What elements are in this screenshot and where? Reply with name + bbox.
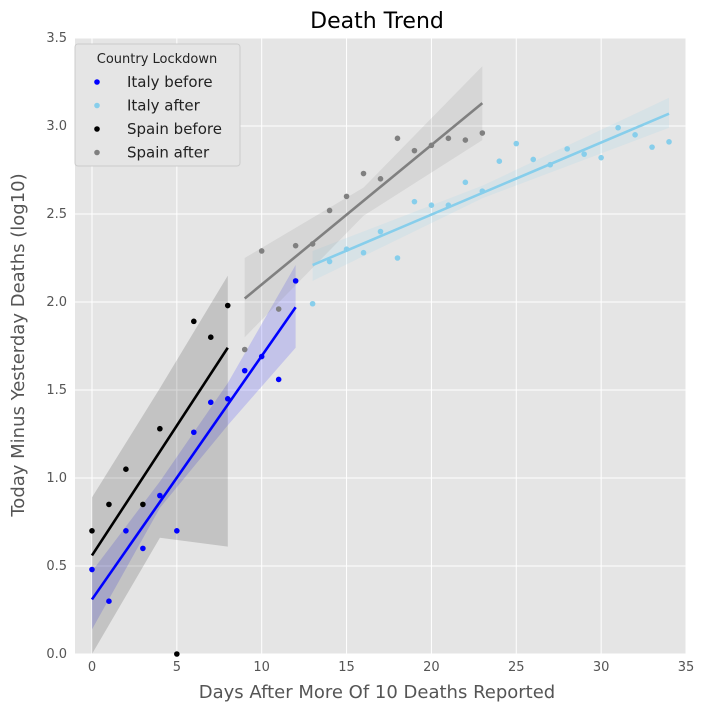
y-tick-label: 3.0 <box>46 119 67 134</box>
spain-before-point <box>157 425 163 432</box>
italy-after-point <box>513 140 520 147</box>
italy-before-point <box>241 367 248 374</box>
legend-label-spain-before: Spain before <box>127 120 222 138</box>
spain-after-point <box>360 170 367 177</box>
italy-before-point <box>140 545 146 552</box>
spain-after-point <box>462 137 469 143</box>
italy-after-point <box>479 188 486 194</box>
italy-after-point <box>428 202 435 208</box>
spain-after-point <box>326 207 333 214</box>
italy-after-point <box>649 144 655 150</box>
y-tick-label: 0.0 <box>46 647 67 662</box>
x-tick-label: 25 <box>508 660 525 675</box>
legend-label-italy-after: Italy after <box>127 97 201 115</box>
spain-before-point <box>106 501 112 508</box>
italy-after-point <box>632 132 638 138</box>
x-tick-label: 30 <box>593 660 610 675</box>
italy-after-fit-line <box>312 112 670 267</box>
italy-after-point <box>462 179 469 186</box>
spain-after-point <box>343 193 350 200</box>
italy-before-point <box>123 528 129 534</box>
x-tick-label: 20 <box>423 660 440 675</box>
spain-after-point <box>479 130 486 136</box>
italy-after-point <box>309 300 316 307</box>
y-tick-label: 1.5 <box>46 383 67 398</box>
y-tick-label: 2.5 <box>46 207 67 222</box>
tick-labels: 0 5 10 15 20 25 30 35 0.0 0.5 1.0 1.5 2.0 2.5 3.0 3.5 <box>46 31 694 675</box>
legend-title: Country Lockdown <box>97 52 218 67</box>
italy-after-point <box>343 246 350 252</box>
italy-before-point <box>258 353 265 360</box>
italy-after-point <box>360 249 367 256</box>
y-tick-label: 3.5 <box>46 31 67 46</box>
italy-before-point <box>292 278 299 284</box>
spain-after-point <box>445 135 452 142</box>
italy-after-point <box>598 154 604 161</box>
y-axis-label: Today Minus Yesterday Deaths (log10) <box>8 173 29 517</box>
italy-before-point <box>106 598 112 604</box>
spain-after-point <box>309 241 316 247</box>
spain-before-point <box>89 528 95 534</box>
legend: Country Lockdown Italy before Italy after… <box>74 43 241 167</box>
italy-after-point <box>445 202 452 208</box>
x-tick-label: 15 <box>338 660 355 675</box>
legend-marker-italy-before <box>94 79 100 85</box>
italy-after-point <box>411 198 418 205</box>
spain-before-point <box>174 651 180 657</box>
italy-before-point <box>174 528 180 534</box>
italy-before-point <box>157 492 163 499</box>
spain-after-fit-line <box>243 102 484 300</box>
spain-after-point <box>377 176 384 182</box>
italy-after-point <box>547 161 554 168</box>
italy-after-point <box>326 258 333 265</box>
y-tick-label: 1.0 <box>46 471 67 486</box>
legend-box <box>74 43 241 167</box>
spain-after-point <box>275 306 282 312</box>
spain-after-point <box>394 135 401 142</box>
x-tick-label: 0 <box>88 660 96 675</box>
italy-after-point <box>581 151 587 157</box>
italy-before-point <box>275 376 282 383</box>
spain-before-point <box>191 318 197 325</box>
legend-marker-italy-after <box>94 102 100 109</box>
spain-before-point <box>123 466 129 473</box>
spain-after-point <box>241 346 248 353</box>
data-points <box>89 124 672 657</box>
legend-items: Italy before Italy after Spain before Spain… <box>94 73 222 162</box>
legend-label-spain-after: Spain after <box>127 144 210 162</box>
spain-before-fit-line <box>90 347 229 557</box>
italy-after-point <box>615 124 621 131</box>
x-tick-label: 35 <box>678 660 695 675</box>
italy-after-point <box>377 228 384 235</box>
legend-marker-spain-before <box>94 126 100 132</box>
italy-after-point <box>530 156 537 163</box>
spain-before-point <box>207 334 214 341</box>
x-tick-label: 10 <box>253 660 270 675</box>
y-tick-label: 0.5 <box>46 559 67 574</box>
chart-title: Death Trend <box>310 9 444 34</box>
legend-marker-spain-after <box>94 149 100 156</box>
spain-before-point <box>224 302 231 309</box>
x-tick-label: 5 <box>173 660 181 675</box>
y-tick-label: 2.0 <box>46 295 67 310</box>
italy-after-point <box>666 139 672 145</box>
spain-after-point <box>428 142 435 149</box>
x-axis-label: Days After More Of 10 Deaths Reported <box>199 682 555 703</box>
italy-before-point <box>89 566 95 573</box>
italy-before-confidence-band <box>92 265 296 630</box>
legend-label-italy-before: Italy before <box>127 73 213 91</box>
italy-after-point <box>496 158 503 164</box>
spain-after-point <box>258 248 265 254</box>
italy-after-point <box>564 146 570 152</box>
spain-before-point <box>140 501 146 508</box>
italy-after-point <box>394 255 401 261</box>
italy-before-point <box>224 396 231 402</box>
spain-after-point <box>411 147 418 154</box>
spain-after-point <box>292 242 299 249</box>
italy-before-point <box>191 429 197 436</box>
spain-before-confidence-band <box>92 275 228 654</box>
italy-before-point <box>207 399 214 406</box>
